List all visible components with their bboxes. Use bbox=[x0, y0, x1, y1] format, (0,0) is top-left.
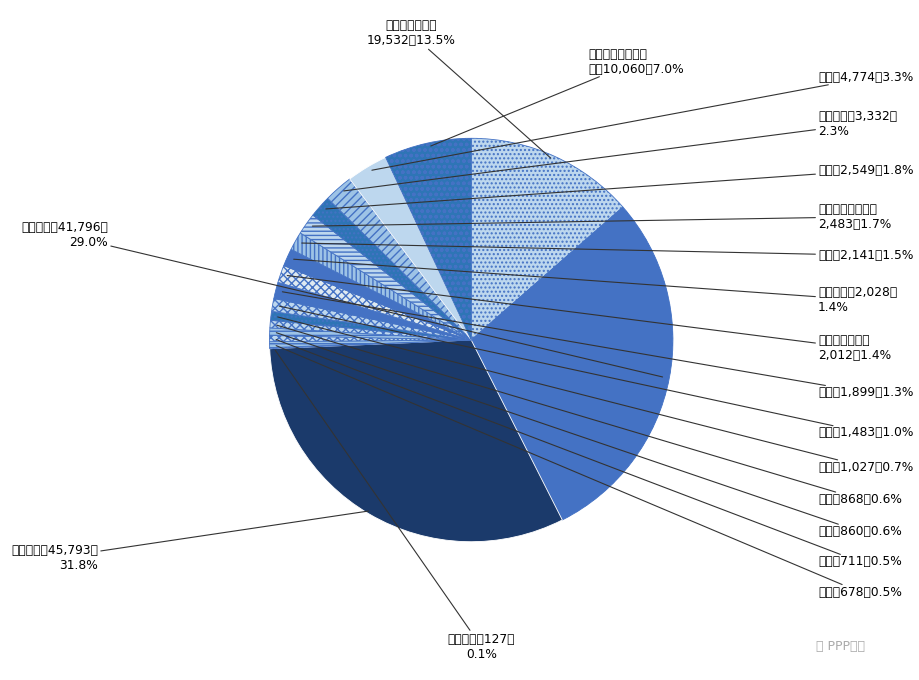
Text: 交通运输，45,793，
31.8%: 交通运输，45,793， 31.8% bbox=[11, 511, 369, 572]
Text: 政府基础设施，
2,012，1.4%: 政府基础设施， 2,012，1.4% bbox=[287, 275, 891, 362]
Wedge shape bbox=[271, 299, 471, 340]
Wedge shape bbox=[283, 250, 471, 340]
Text: 其他，2,141，1.5%: 其他，2,141，1.5% bbox=[301, 243, 913, 262]
Text: 文化，1,899，1.3%: 文化，1,899，1.3% bbox=[282, 292, 913, 399]
Wedge shape bbox=[269, 320, 471, 340]
Text: 林业，1,483，1.0%: 林业，1,483，1.0% bbox=[279, 306, 913, 439]
Text: 能源，678，0.5%: 能源，678，0.5% bbox=[276, 345, 901, 598]
Text: 水利建设，3,332，
2.3%: 水利建设，3,332， 2.3% bbox=[344, 110, 896, 191]
Wedge shape bbox=[269, 340, 562, 542]
Text: 保障性安居工程，
2,483，1.7%: 保障性安居工程， 2,483，1.7% bbox=[312, 203, 891, 231]
Text: 市政工程，41,796，
29.0%: 市政工程，41,796， 29.0% bbox=[21, 221, 662, 377]
Wedge shape bbox=[349, 157, 471, 340]
Text: 科技，868，0.6%: 科技，868，0.6% bbox=[277, 325, 901, 506]
Wedge shape bbox=[269, 340, 471, 347]
Wedge shape bbox=[290, 233, 471, 340]
Text: 🐾 PPP资讯: 🐾 PPP资讯 bbox=[814, 640, 864, 653]
Text: 教育，2,549，1.8%: 教育，2,549，1.8% bbox=[325, 164, 913, 209]
Wedge shape bbox=[300, 215, 471, 340]
Text: 旅游，4,774，3.3%: 旅游，4,774，3.3% bbox=[371, 71, 913, 170]
Wedge shape bbox=[385, 138, 471, 340]
Wedge shape bbox=[269, 328, 471, 340]
Text: 养老，711，0.5%: 养老，711，0.5% bbox=[276, 339, 901, 568]
Wedge shape bbox=[270, 311, 471, 340]
Text: 农业，860，0.6%: 农业，860，0.6% bbox=[276, 333, 901, 538]
Text: 社会保障，127，
0.1%: 社会保障，127， 0.1% bbox=[275, 350, 515, 660]
Wedge shape bbox=[269, 340, 471, 349]
Text: 生态建设和环境保
护，10,060，7.0%: 生态建设和环境保 护，10,060，7.0% bbox=[430, 48, 683, 146]
Text: 医疗卫生，2,028，
1.4%: 医疗卫生，2,028， 1.4% bbox=[293, 259, 896, 313]
Wedge shape bbox=[471, 207, 672, 520]
Wedge shape bbox=[274, 282, 471, 340]
Wedge shape bbox=[327, 179, 471, 340]
Text: 体育，1,027，0.7%: 体育，1,027，0.7% bbox=[278, 317, 913, 473]
Wedge shape bbox=[471, 138, 622, 340]
Text: 城镇综合开发，
19,532，13.5%: 城镇综合开发， 19,532，13.5% bbox=[366, 20, 550, 158]
Wedge shape bbox=[278, 266, 471, 340]
Wedge shape bbox=[312, 199, 471, 340]
Wedge shape bbox=[269, 335, 471, 341]
